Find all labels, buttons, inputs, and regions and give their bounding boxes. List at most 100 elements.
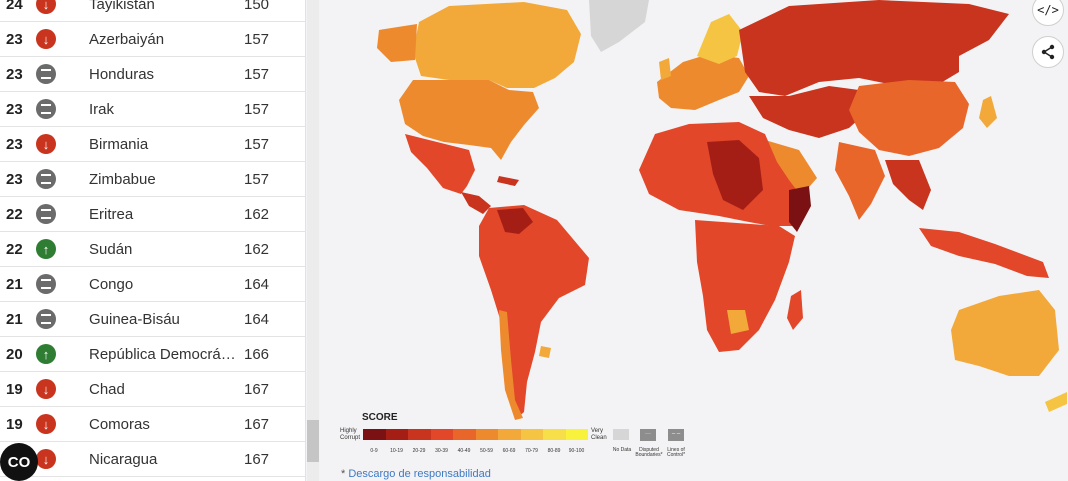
share-button[interactable] xyxy=(1032,36,1064,68)
row-country: Zimbabue xyxy=(89,170,156,188)
map-usa[interactable] xyxy=(399,80,539,160)
table-row[interactable]: 24 ↓ Tayikistán 150 xyxy=(0,0,305,22)
row-country: Birmania xyxy=(89,135,149,153)
row-country: Sudán xyxy=(89,240,133,258)
map-uruguay[interactable] xyxy=(539,346,551,358)
disclaimer-link[interactable]: * Descargo de responsabilidad xyxy=(341,468,491,480)
map-south-america[interactable] xyxy=(479,205,589,418)
legend-loc-swatch: – – xyxy=(668,429,684,441)
table-row[interactable]: 21 Guinea-Bisáu 164 xyxy=(0,302,305,337)
row-rank: 162 xyxy=(244,205,270,223)
legend-swatch xyxy=(363,429,386,440)
table-row[interactable]: 23 Irak 157 xyxy=(0,92,305,127)
legend-tick-label: 0-9 xyxy=(370,448,378,454)
map-madagascar[interactable] xyxy=(787,290,803,330)
map-chile[interactable] xyxy=(499,310,523,420)
map-alaska[interactable] xyxy=(377,24,417,62)
map-uk[interactable] xyxy=(659,58,671,80)
row-rank: 164 xyxy=(244,310,270,328)
legend-swatch xyxy=(520,429,543,440)
row-score: 19 xyxy=(6,415,23,433)
map-central-asia[interactable] xyxy=(749,86,869,138)
row-score: 21 xyxy=(6,275,23,293)
row-score: 21 xyxy=(6,310,23,328)
row-country: Nicaragua xyxy=(89,450,158,468)
row-score: 23 xyxy=(6,170,23,188)
equals-icon xyxy=(36,204,56,224)
row-rank: 157 xyxy=(244,65,270,83)
arrow-down-icon: ↓ xyxy=(36,414,56,434)
table-scrollbar[interactable] xyxy=(307,0,319,481)
table-row[interactable]: 19 ↓ Comoras 167 xyxy=(0,407,305,442)
legend-no-data-label: No Data xyxy=(612,447,632,453)
legend-high-label-1: Very xyxy=(591,428,604,434)
equals-icon xyxy=(36,274,56,294)
row-country: Comoras xyxy=(89,415,150,433)
legend-no-data-swatch xyxy=(613,429,629,440)
legend-swatch xyxy=(408,429,431,440)
legend-loc-label-2: Control* xyxy=(666,452,686,458)
legend-low-label-1: Highly xyxy=(340,428,357,434)
map-indonesia[interactable] xyxy=(919,228,1049,278)
map-canada[interactable] xyxy=(413,2,581,88)
cc-badge[interactable]: CO xyxy=(0,443,38,481)
map-japan[interactable] xyxy=(979,96,997,128)
map-china[interactable] xyxy=(849,80,969,156)
map-greenland xyxy=(589,0,649,52)
legend-high-label: Very Clean xyxy=(591,428,607,442)
row-score: 23 xyxy=(6,100,23,118)
map-botswana[interactable] xyxy=(727,310,749,334)
legend-swatch xyxy=(430,429,453,440)
legend-tick-label: 40-49 xyxy=(457,448,471,454)
table-row[interactable]: 22 Eritrea 162 xyxy=(0,197,305,232)
row-score: 24 xyxy=(6,0,23,13)
map-venezuela[interactable] xyxy=(497,208,533,234)
table-row[interactable]: 22 ↑ Sudán 162 xyxy=(0,232,305,267)
table-row[interactable]: 23 Zimbabue 157 xyxy=(0,162,305,197)
equals-icon xyxy=(36,169,56,189)
arrow-down-icon: ↓ xyxy=(36,29,56,49)
ranking-table: 24 ↓ Tayikistán 150 23 ↓ Azerbaiyán 157 23 Hondur… xyxy=(0,0,306,481)
map-scandinavia[interactable] xyxy=(697,14,743,64)
map-caribbean[interactable] xyxy=(497,176,519,186)
row-score: 22 xyxy=(6,240,23,258)
row-rank: 167 xyxy=(244,380,270,398)
row-rank: 164 xyxy=(244,275,270,293)
equals-icon xyxy=(36,99,56,119)
row-rank: 167 xyxy=(244,415,270,433)
legend-disputed-swatch: ··· xyxy=(640,429,656,441)
legend-disputed-label: Disputed Boundaries* xyxy=(633,448,665,458)
table-scrollbar-thumb[interactable] xyxy=(307,420,319,462)
row-country: Azerbaiyán xyxy=(89,30,165,48)
map-somalia[interactable] xyxy=(789,186,811,232)
score-legend: SCORE Highly Corrupt Very Clean No Data … xyxy=(340,410,700,462)
table-row[interactable]: 23 ↓ Azerbaiyán 157 xyxy=(0,22,305,57)
map-india[interactable] xyxy=(835,142,885,220)
legend-low-label: Highly Corrupt xyxy=(340,428,360,442)
table-row[interactable]: 21 Congo 164 xyxy=(0,267,305,302)
table-row[interactable]: 20 ↑ República Democrática del Congo 166 xyxy=(0,337,305,372)
map-south-africa-region[interactable] xyxy=(695,220,795,352)
row-rank: 157 xyxy=(244,100,270,118)
map-mexico[interactable] xyxy=(405,134,475,194)
map-central-america[interactable] xyxy=(461,192,491,214)
row-score: 23 xyxy=(6,65,23,83)
share-icon xyxy=(1041,44,1055,60)
table-row[interactable]: 23 ↓ Birmania 157 xyxy=(0,127,305,162)
map-australia[interactable] xyxy=(951,290,1059,376)
map-europe[interactable] xyxy=(657,54,749,110)
map-new-zealand[interactable] xyxy=(1045,392,1067,412)
disclaimer-star: * xyxy=(341,468,346,480)
legend-high-label-2: Clean xyxy=(591,435,607,441)
world-map[interactable] xyxy=(319,0,1068,481)
embed-button[interactable]: </> xyxy=(1032,0,1064,26)
map-russia[interactable] xyxy=(739,0,1009,96)
table-row[interactable]: 19 ↓ Chad 167 xyxy=(0,372,305,407)
table-row[interactable]: 23 Honduras 157 xyxy=(0,57,305,92)
legend-swatch xyxy=(565,429,588,440)
map-southeast-asia[interactable] xyxy=(885,160,931,210)
legend-loc-label: Lines of Control* xyxy=(662,448,690,458)
map-libya-sudan[interactable] xyxy=(707,140,763,210)
